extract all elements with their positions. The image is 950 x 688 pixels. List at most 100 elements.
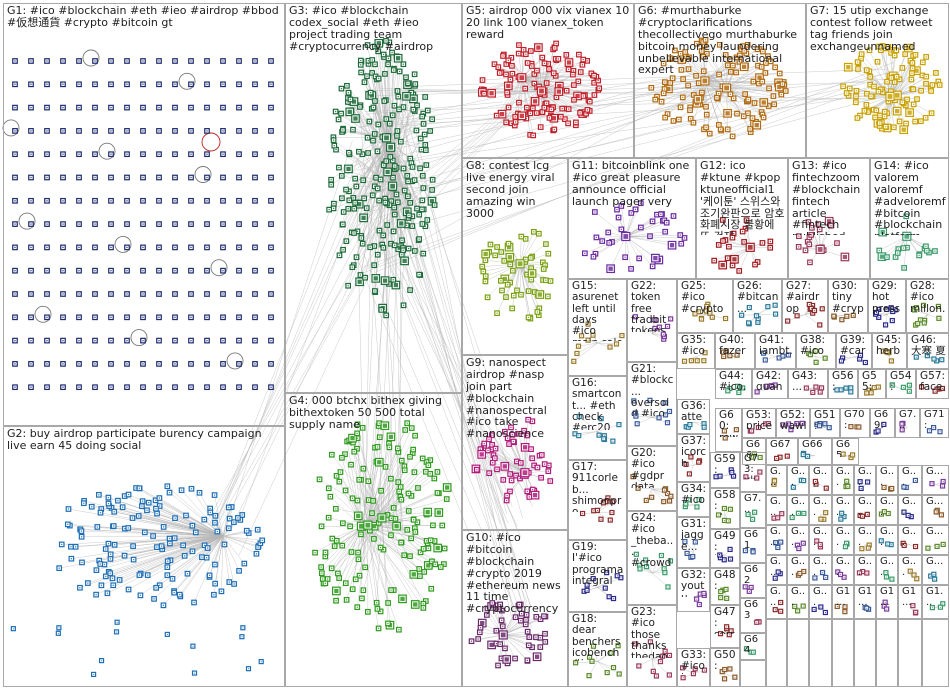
graph-edge: [342, 517, 382, 524]
graph-edge: [333, 136, 387, 139]
graph-edge: [485, 263, 521, 282]
graph-edge: [519, 263, 535, 293]
graph-edge: [367, 524, 445, 565]
graph-edge: [214, 495, 224, 537]
graph-edge: [346, 137, 387, 242]
graph-edge: [663, 87, 727, 94]
graph-edge: [381, 517, 424, 550]
graph-edge: [381, 517, 424, 604]
graph-edge: [381, 517, 433, 562]
graph-edge: [485, 263, 521, 277]
graph-edge: [354, 137, 387, 203]
graph-edge: [704, 66, 745, 82]
graph-edge: [519, 263, 529, 318]
graph-edge: [521, 69, 569, 78]
graph-edge: [503, 616, 537, 636]
graph-edge: [519, 263, 540, 309]
self-loop: [98, 142, 116, 160]
graph-edge: [222, 535, 245, 564]
graph-edge: [357, 424, 362, 527]
graph-edge: [513, 441, 526, 473]
graph-edge: [482, 77, 522, 81]
graph-edge: [342, 131, 387, 139]
graph-edge: [367, 525, 378, 609]
graph-edge: [726, 87, 774, 97]
graph-edge: [201, 535, 224, 558]
graph-edge: [704, 80, 757, 126]
graph-edge: [167, 535, 224, 576]
graph-edge: [503, 633, 546, 636]
graph-edge: [625, 236, 673, 246]
graph-edge: [496, 263, 521, 314]
graph-edge: [704, 80, 783, 85]
self-loop: [194, 166, 212, 183]
graph-edge: [351, 186, 393, 233]
graph-edge: [519, 263, 522, 295]
graph-edge: [367, 524, 441, 568]
self-loop: [18, 212, 36, 230]
graph-edge: [664, 87, 727, 90]
graph-edge: [155, 508, 224, 537]
graph-edge: [482, 263, 521, 267]
graph-edge: [519, 263, 538, 313]
self-loop: [82, 49, 100, 67]
self-loop: [201, 132, 221, 152]
self-loop: [114, 235, 132, 253]
graph-edge: [155, 535, 224, 589]
graph-edge: [726, 55, 769, 89]
graph-edge: [392, 185, 424, 189]
graph-edge: [390, 147, 415, 181]
graph-edge: [541, 90, 581, 114]
graph-edge: [179, 535, 224, 595]
graph-edge: [491, 606, 504, 636]
graph-edge: [345, 147, 391, 190]
graph-edge: [132, 517, 224, 537]
graph-edge: [214, 535, 224, 565]
graph-edge: [108, 535, 224, 573]
graph-edge: [193, 535, 224, 603]
graph-edge: [725, 54, 727, 88]
graph-edge: [354, 137, 387, 179]
graph-edge: [367, 491, 400, 526]
graph-edge: [483, 263, 521, 272]
graph-edge: [381, 517, 391, 626]
graph-edge: [625, 231, 666, 237]
graph-edge: [133, 535, 224, 560]
graph-edge: [381, 517, 429, 549]
graph-edge: [476, 469, 525, 473]
self-loop: [210, 259, 228, 277]
graph-edge: [361, 526, 394, 591]
graph-edge: [335, 525, 369, 601]
graph-edge: [356, 433, 383, 518]
graph-edge: [521, 77, 562, 117]
graph-edge: [361, 481, 399, 527]
graph-edge: [191, 488, 224, 537]
graph-edge: [367, 525, 424, 609]
graph-edge: [519, 263, 531, 319]
graph-edge: [541, 58, 556, 92]
graph-edge: [390, 109, 414, 148]
graph-edge: [518, 433, 526, 473]
graph-edge: [488, 439, 526, 473]
graph-edge: [521, 49, 554, 78]
graph-edge: [483, 77, 522, 90]
graph-edge: [381, 498, 447, 519]
graph-edge: [704, 80, 782, 95]
graph-edge: [382, 147, 391, 236]
graph-edge: [594, 211, 626, 237]
graph-edge: [222, 506, 232, 537]
graph-edge: [222, 530, 247, 537]
graph-edge: [869, 50, 891, 97]
self-loop: [130, 329, 148, 347]
graph-edge: [361, 473, 431, 527]
graph-edge: [491, 435, 526, 473]
graph-edge: [109, 505, 224, 537]
graph-edge: [222, 535, 259, 548]
graph-edge: [363, 517, 383, 591]
graph-edge: [897, 76, 927, 96]
graph-edge: [705, 39, 727, 89]
graph-edge: [222, 535, 263, 541]
graph-edge: [341, 175, 393, 187]
